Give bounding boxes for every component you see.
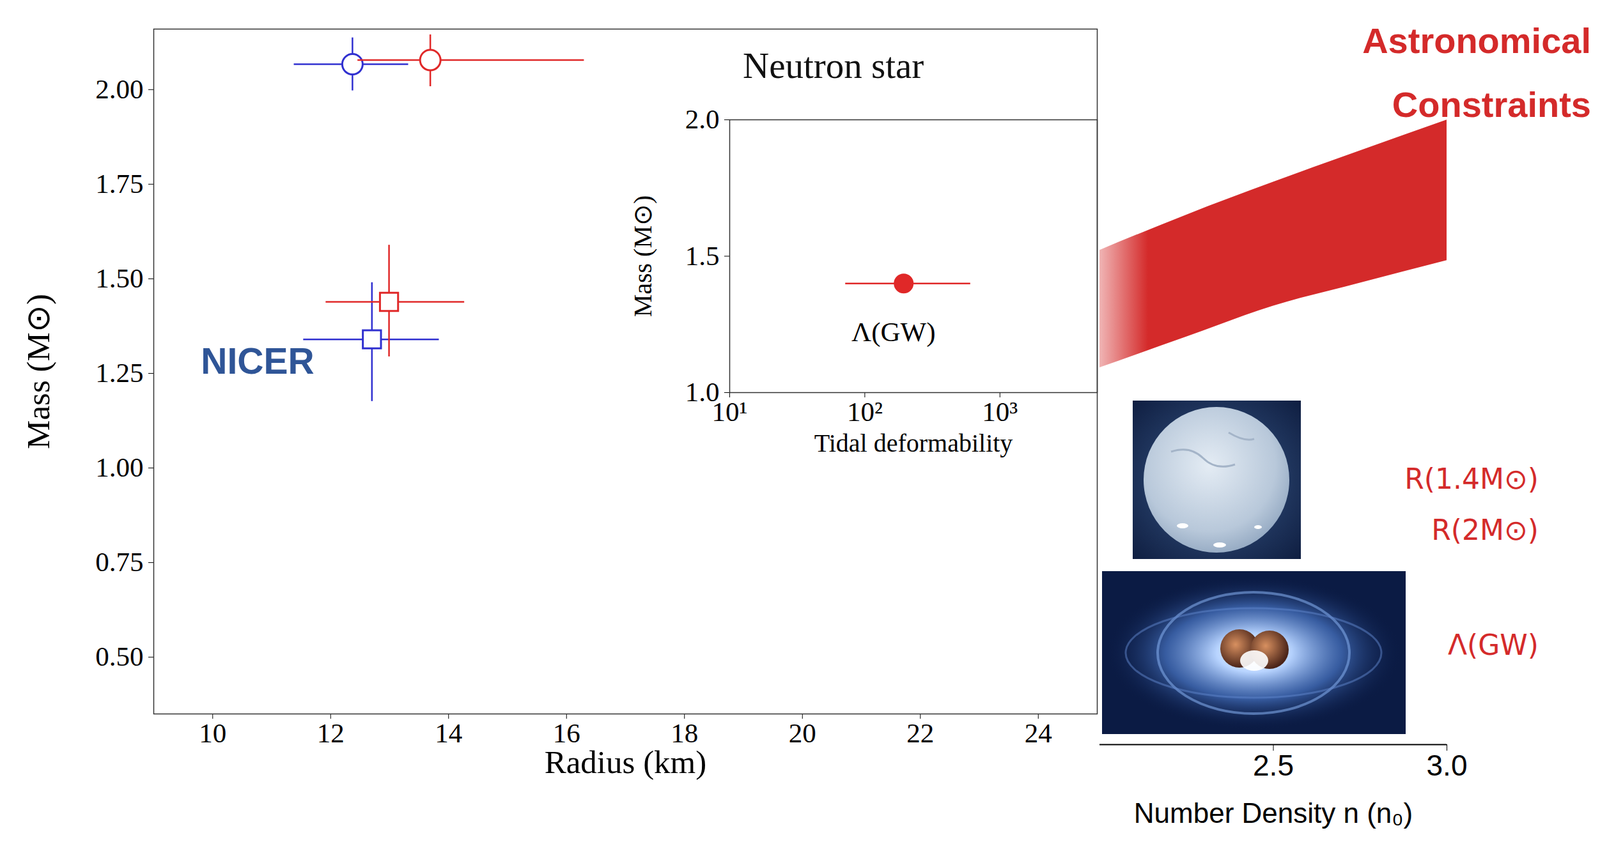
svg-text:12: 12 <box>317 718 345 749</box>
html-text:Λ(GW): Λ(GW) <box>1447 629 1539 662</box>
svg-text:16: 16 <box>552 718 581 749</box>
html-text:Neutron star: Neutron star <box>742 45 924 86</box>
svg-text:1.25: 1.25 <box>95 357 144 389</box>
html-text:Constraints: Constraints <box>1392 84 1592 125</box>
svg-text:2.5: 2.5 <box>1252 749 1294 783</box>
html-text:R(1.4M⊙): R(1.4M⊙) <box>1404 462 1539 496</box>
svg-text:24: 24 <box>1024 718 1053 749</box>
svg-text:10²: 10² <box>846 396 883 428</box>
svg-text:Mass (M⊙): Mass (M⊙) <box>20 294 57 450</box>
svg-text:0.75: 0.75 <box>95 547 144 578</box>
svg-text:14: 14 <box>434 718 463 749</box>
svg-text:1.5: 1.5 <box>685 240 720 272</box>
svg-text:Tidal deformability: Tidal deformability <box>814 428 1014 458</box>
svg-text:10³: 10³ <box>981 396 1018 428</box>
svg-text:0.50: 0.50 <box>95 641 144 672</box>
svg-text:3.0: 3.0 <box>1426 749 1468 783</box>
svg-text:10¹: 10¹ <box>712 396 748 428</box>
html-text:R(2M⊙): R(2M⊙) <box>1431 513 1539 547</box>
svg-text:1.00: 1.00 <box>95 452 144 483</box>
svg-text:Mass (M⊙): Mass (M⊙) <box>628 195 658 318</box>
svg-text:Radius (km): Radius (km) <box>544 744 707 781</box>
svg-text:Λ(GW): Λ(GW) <box>851 317 936 348</box>
svg-text:2.0: 2.0 <box>685 104 720 135</box>
svg-text:1.50: 1.50 <box>95 263 144 294</box>
svg-text:18: 18 <box>670 718 699 749</box>
svg-text:1.75: 1.75 <box>95 168 144 199</box>
svg-text:20: 20 <box>788 718 817 749</box>
svg-text:2.00: 2.00 <box>95 74 144 105</box>
svg-text:10: 10 <box>198 718 227 749</box>
svg-text:1.0: 1.0 <box>685 377 720 408</box>
svg-text:22: 22 <box>906 718 934 749</box>
svg-text:NICER: NICER <box>200 340 314 382</box>
svg-text:Number Density n (n₀): Number Density n (n₀) <box>1133 797 1413 830</box>
html-text:Astronomical: Astronomical <box>1362 20 1592 61</box>
